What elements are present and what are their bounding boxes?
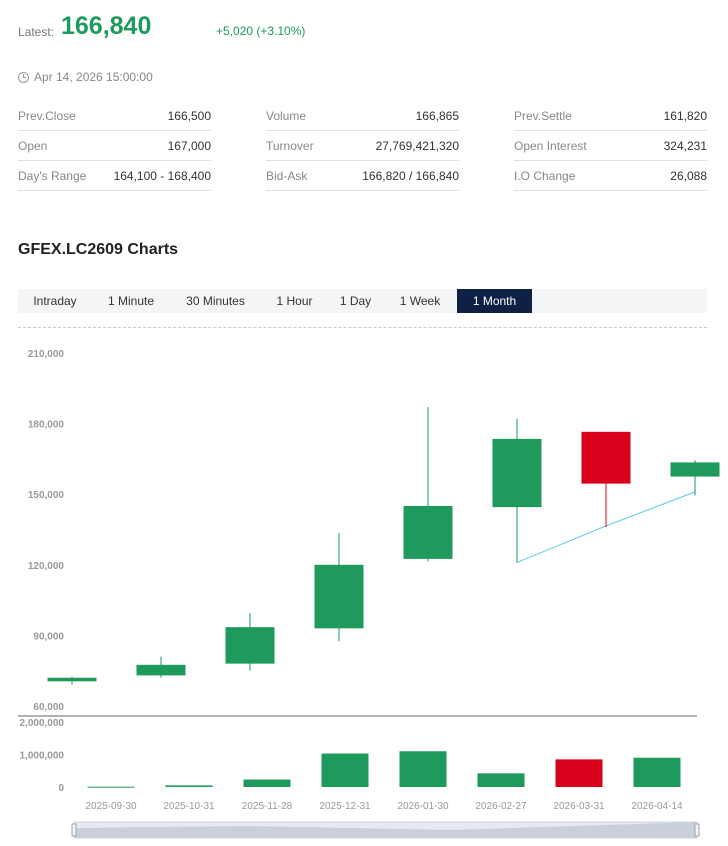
timestamp: Apr 14, 2026 15:00:00 <box>18 70 153 84</box>
x-tick-label: 2026-04-14 <box>631 801 683 812</box>
charts-title: GFEX.LC2609 Charts <box>18 241 179 258</box>
price-tick-label: 150,000 <box>28 490 65 501</box>
latest-price: 166,840 <box>61 12 152 40</box>
price-tick-label: 180,000 <box>28 420 65 431</box>
stat-row: Open Interest 324,231 <box>514 131 707 161</box>
x-tick-label: 2026-01-30 <box>397 801 449 812</box>
volume-bar <box>87 786 135 788</box>
navigator-handle-left <box>71 823 77 837</box>
stat-row: Bid-Ask 166,820 / 166,840 <box>266 161 459 191</box>
x-tick-label: 2026-02-27 <box>475 801 527 812</box>
stat-value: 161,820 <box>663 108 707 123</box>
volume-bar <box>243 779 291 787</box>
stat-value: 166,865 <box>415 108 459 123</box>
volume-bar <box>321 753 369 787</box>
candle-body <box>492 438 542 508</box>
x-tick-label: 2025-12-31 <box>319 801 371 812</box>
stat-label: Open <box>18 138 48 153</box>
volume-tick-label: 1,000,000 <box>20 751 65 762</box>
tab-1-minute[interactable]: 1 Minute <box>107 294 155 308</box>
timeframe-tabs: Intraday 1 Minute 30 Minutes 1 Hour 1 Da… <box>18 289 707 313</box>
stat-value: 26,088 <box>670 168 707 183</box>
price-tick-label: 60,000 <box>33 702 64 713</box>
stats-column-1: Prev.Close 166,500 Open 167,000 Day's Rang… <box>18 101 211 191</box>
volume-bar <box>555 759 603 787</box>
volume-bar <box>165 785 213 787</box>
candle-body <box>225 627 275 664</box>
clock-icon <box>18 71 29 83</box>
navigator-handle-right <box>694 823 700 837</box>
x-tick-label: 2025-09-30 <box>85 801 137 812</box>
quote-header: Latest: 166,840 +5,020 (+3.10%) <box>18 10 708 50</box>
stat-row: I.O Change 26,088 <box>514 161 707 191</box>
stat-label: I.O Change <box>514 168 576 183</box>
latest-label: Latest: <box>18 25 55 39</box>
tab-1-hour[interactable]: 1 Hour <box>276 294 313 308</box>
price-tick-label: 210,000 <box>28 349 65 360</box>
candle-body <box>581 431 631 484</box>
volume-bar <box>399 751 447 787</box>
price-change: +5,020 (+3.10%) <box>216 24 306 38</box>
stat-row: Turnover 27,769,421,320 <box>266 131 459 161</box>
stat-row: Prev.Close 166,500 <box>18 101 211 131</box>
tab-1-week[interactable]: 1 Week <box>399 294 441 308</box>
candle-body <box>403 505 453 559</box>
volume-tick-label: 2,000,000 <box>20 718 65 729</box>
volume-bar <box>633 757 681 787</box>
candle-body <box>136 664 186 676</box>
stat-label: Volume <box>266 108 307 123</box>
stat-label: Day's Range <box>18 168 87 183</box>
stat-label: Prev.Close <box>18 108 76 123</box>
stat-label: Open Interest <box>514 138 587 153</box>
stat-value: 167,000 <box>167 138 211 153</box>
stat-label: Bid-Ask <box>266 168 308 183</box>
candle-body <box>314 564 364 629</box>
navigator-series <box>74 822 697 838</box>
price-tick-label: 90,000 <box>33 631 64 642</box>
timestamp-text: Apr 14, 2026 15:00:00 <box>34 70 153 84</box>
x-tick-label: 2025-11-28 <box>242 801 293 812</box>
x-tick-label: 2026-03-31 <box>553 801 605 812</box>
stat-row: Day's Range 164,100 - 168,400 <box>18 161 211 191</box>
divider <box>18 327 707 328</box>
stats-column-3: Prev.Settle 161,820 Open Interest 324,231 … <box>514 101 707 191</box>
candlestick-chart[interactable]: 60,000 90,000 120,000 150,000 180,000 210,000… <box>0 330 728 846</box>
tab-1-day[interactable]: 1 Day <box>339 294 372 308</box>
stat-value: 324,231 <box>663 138 707 153</box>
price-tick-label: 120,000 <box>28 561 65 572</box>
volume-bar <box>477 773 525 787</box>
stat-row: Volume 166,865 <box>266 101 459 131</box>
stat-row: Open 167,000 <box>18 131 211 161</box>
candle-body <box>47 677 97 682</box>
stat-row: Prev.Settle 161,820 <box>514 101 707 131</box>
stat-label: Turnover <box>266 138 314 153</box>
stats-table: Prev.Close 166,500 Open 167,000 Day's Rang… <box>18 101 708 191</box>
stat-value: 166,500 <box>167 108 211 123</box>
x-tick-label: 2025-10-31 <box>163 801 215 812</box>
candle-body <box>670 462 720 477</box>
stat-value: 164,100 - 168,400 <box>113 168 211 183</box>
stat-value: 166,820 / 166,840 <box>362 168 459 183</box>
tab-30-minutes[interactable]: 30 Minutes <box>186 294 245 308</box>
tab-1-month[interactable]: 1 Month <box>457 289 532 313</box>
stat-label: Prev.Settle <box>514 108 572 123</box>
stats-column-2: Volume 166,865 Turnover 27,769,421,320 Bid… <box>266 101 459 191</box>
stat-value: 27,769,421,320 <box>375 138 459 153</box>
tab-intraday[interactable]: Intraday <box>33 294 77 308</box>
volume-tick-label: 0 <box>58 783 64 794</box>
